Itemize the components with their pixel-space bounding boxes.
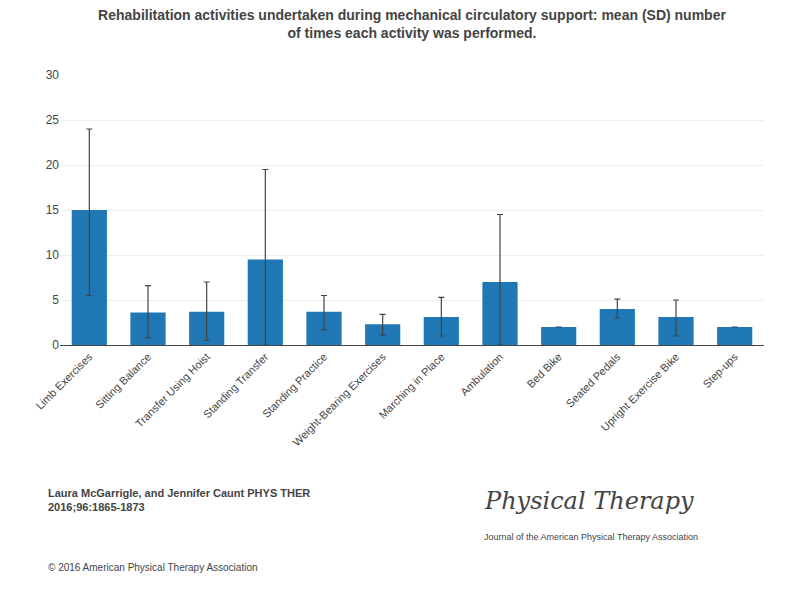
svg-text:Bed Bike: Bed Bike [524,351,564,391]
svg-text:Laura McGarrigle, and Jennifer: Laura McGarrigle, and Jennifer Caunt PHY… [48,487,310,513]
svg-text:5: 5 [52,293,59,307]
svg-text:Rehabilitation activities unde: Rehabilitation activities undertaken dur… [98,7,726,41]
svg-text:0: 0 [52,338,59,352]
svg-text:30: 30 [46,68,60,82]
svg-text:Limb Exercises: Limb Exercises [33,350,95,412]
svg-text:Standing Transfer: Standing Transfer [201,350,271,420]
svg-text:Marching in Place: Marching in Place [376,351,446,421]
svg-text:20: 20 [46,158,60,172]
svg-text:Seated Pedals: Seated Pedals [564,350,623,409]
svg-text:Weight-Bearing Exercises: Weight-Bearing Exercises [290,350,388,448]
svg-text:10: 10 [46,248,60,262]
svg-text:Standing Practice: Standing Practice [260,351,329,420]
svg-text:© 2016 American Physical Thera: © 2016 American Physical Therapy Associa… [48,562,258,573]
svg-text:Journal of the American Physic: Journal of the American Physical Therapy… [484,532,698,542]
svg-text:Ambulation: Ambulation [458,351,505,398]
svg-text:Upright Exercise Bike: Upright Exercise Bike [598,351,681,434]
svg-text:Transfer Using Hoist: Transfer Using Hoist [133,351,212,430]
svg-text:Step-ups: Step-ups [700,350,740,390]
svg-text:25: 25 [46,113,60,127]
svg-text:Sitting Balance: Sitting Balance [93,351,153,411]
svg-text:Physical Therapy: Physical Therapy [484,487,694,515]
svg-text:15: 15 [46,203,60,217]
